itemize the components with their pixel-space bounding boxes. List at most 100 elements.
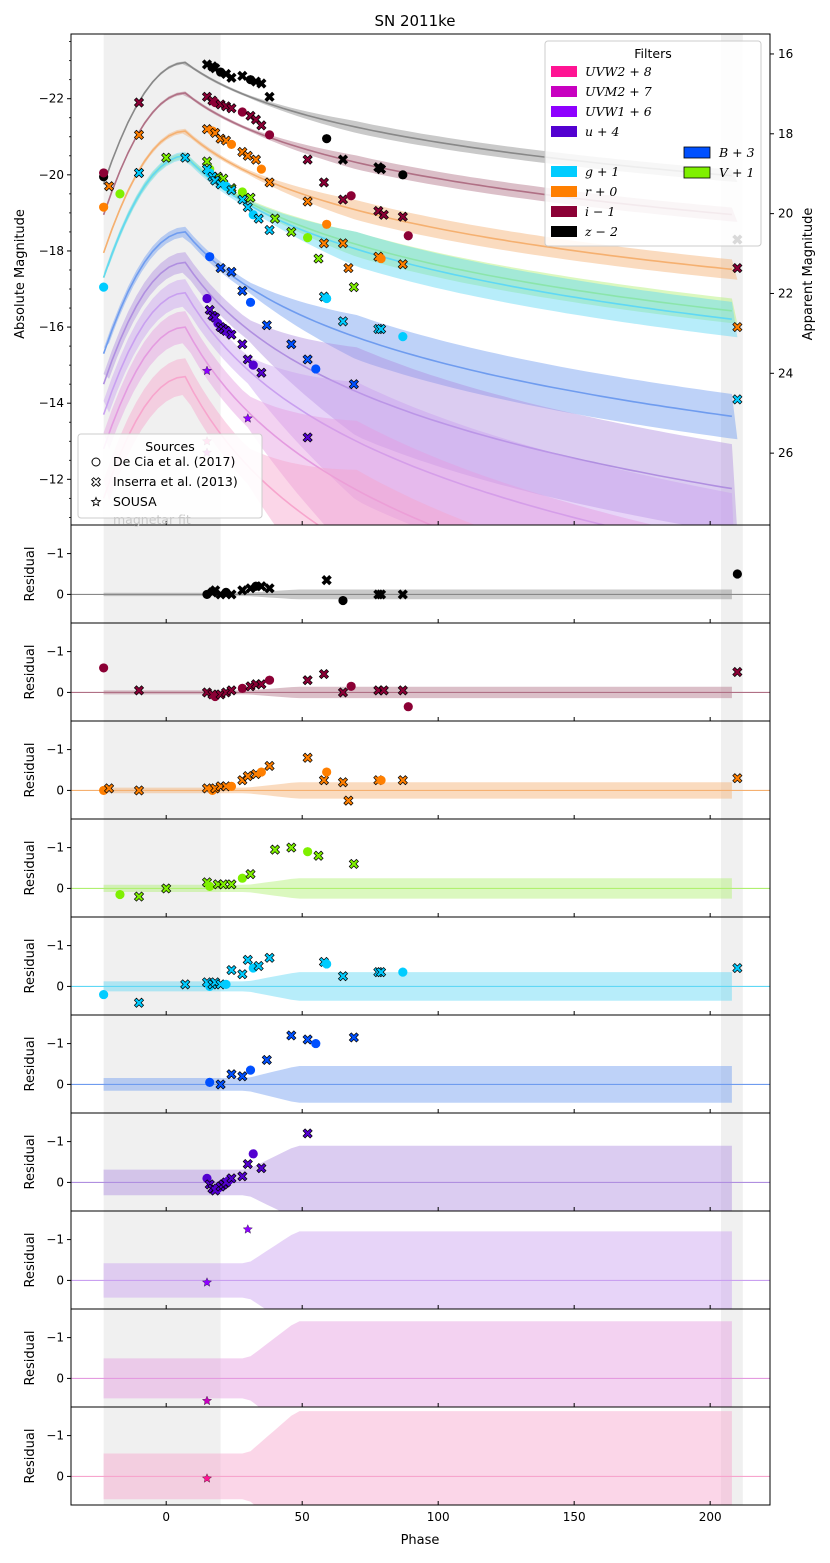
data-point-i (346, 681, 356, 691)
residual-y-label: Residual (23, 1233, 38, 1288)
legend-filters-title: Filters (634, 46, 671, 61)
legend-swatch-i (551, 206, 577, 217)
data-point-g (242, 202, 253, 213)
legend-filters: Filters UVW2 + 8 UVM2 + 7 UVW1 + 6 u + 4 g + … (544, 40, 762, 247)
residual-band-group (71, 842, 770, 902)
model-band-UVW1 (103, 279, 734, 525)
data-point-r (103, 181, 115, 192)
legend-source-label: SOUSA (113, 494, 157, 509)
legend-swatch-B (683, 146, 711, 159)
residual-band-group (71, 752, 770, 806)
data-point-z (264, 91, 275, 102)
residual-y-tick-label: −1 (46, 1429, 64, 1443)
data-point-V (237, 873, 247, 883)
data-point-B (237, 1071, 248, 1082)
model-band-V (103, 152, 738, 324)
data-point-i (99, 663, 109, 673)
data-point-i (302, 154, 313, 165)
data-point-g (253, 960, 264, 972)
residual-panel-UVW2: −1 0 Residual (23, 1406, 771, 1506)
data-point-g (264, 224, 275, 236)
legend-label-g: g + 1 (585, 164, 619, 179)
residual-y-label: Residual (23, 841, 38, 896)
data-point-i (264, 675, 275, 685)
residual-shaded-region-1 (721, 623, 743, 721)
data-point-u (256, 367, 267, 378)
data-point-g (237, 194, 248, 205)
data-point-i (378, 685, 389, 696)
residual-panel-g: −1 0 Residual (23, 916, 771, 1016)
data-point-r (302, 196, 313, 207)
residual-y-tick-label: −1 (46, 1135, 64, 1149)
residual-panel-r: −1 0 Residual (23, 720, 771, 820)
legend-label-UVW1: UVW1 + 6 (585, 104, 652, 119)
residual-y-tick-label: −1 (46, 939, 64, 953)
data-point-r (343, 795, 354, 806)
residual-shaded-region-1 (721, 1113, 743, 1211)
data-point-r (322, 767, 332, 777)
residual-shaded-region-1 (721, 1015, 743, 1113)
x-tick-label: 150 (563, 1510, 586, 1524)
data-point-i (732, 262, 743, 274)
data-point-u (248, 360, 258, 370)
data-point-i (318, 177, 330, 188)
model-line-UVW1 (102, 291, 608, 525)
data-point-g (133, 997, 145, 1008)
data-point-B (205, 252, 215, 262)
data-point-i (256, 120, 267, 131)
x-tick-label: 200 (699, 1510, 722, 1524)
data-point-i (237, 683, 247, 693)
model-line-r (102, 130, 732, 271)
data-point-i (237, 107, 247, 117)
data-point-r (318, 238, 330, 249)
legend-swatch-z (551, 226, 577, 237)
residual-y-tick-label: 0 (56, 1175, 64, 1189)
data-point-V (205, 881, 215, 891)
data-point-z (398, 170, 408, 180)
data-point-g (337, 971, 349, 982)
data-point-i (397, 211, 408, 222)
data-point-B (245, 297, 256, 307)
data-point-r (732, 773, 743, 784)
data-point-u (256, 1163, 267, 1174)
data-point-u (226, 329, 237, 340)
data-point-B (237, 285, 248, 297)
residual-y-tick-label: −1 (46, 1331, 64, 1345)
data-point-B (311, 364, 321, 374)
residual-y-label: Residual (23, 1037, 38, 1092)
y-axis-label: Absolute Magnitude (13, 209, 28, 339)
data-point-z (375, 589, 387, 600)
data-point-r (397, 775, 408, 786)
residual-shaded-region-0 (103, 1407, 221, 1505)
data-point-z (256, 78, 267, 89)
legend-sources-box (77, 433, 263, 519)
data-point-i (337, 194, 349, 205)
legend-source-marker (91, 477, 101, 487)
data-point-r (226, 781, 237, 791)
residual-band-UVW2 (103, 1411, 732, 1505)
residual-shaded-region-0 (103, 721, 221, 819)
legend-swatch-UVW2 (551, 66, 577, 77)
residual-y-label: Residual (23, 1331, 38, 1386)
legend-filters-box (544, 40, 762, 247)
y-tick-label: −18 (39, 244, 64, 258)
right-y-tick-label: 16 (778, 47, 793, 61)
right-y-tick-label: 22 (778, 286, 793, 300)
model-line-g (102, 154, 732, 320)
residual-shaded-region-0 (103, 917, 221, 1015)
y-tick-label: −12 (39, 472, 64, 486)
x-tick-label: 0 (162, 1510, 170, 1524)
residual-panel-UVM2: −1 0 Residual (23, 1308, 771, 1408)
residual-y-tick-label: −1 (46, 645, 64, 659)
data-points (99, 59, 743, 457)
data-point-g (375, 323, 387, 335)
data-point-V (245, 869, 256, 880)
data-point-B (215, 1079, 226, 1090)
legend-source-label: De Cia et al. (2017) (113, 454, 235, 469)
data-point-B (205, 1077, 215, 1087)
data-point-B (261, 1054, 272, 1066)
residual-panels: −1 0 Residual −1 0 Residual −1 0 Residual −1 0 Resi… (23, 524, 771, 1524)
data-point-g (322, 959, 332, 969)
